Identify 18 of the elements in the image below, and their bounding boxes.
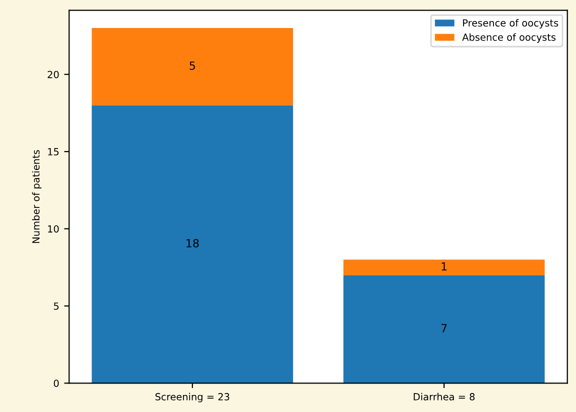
y-tick-label: 10: [48, 225, 59, 233]
y-axis-title: Number of patients: [32, 150, 42, 243]
data-label: 18: [186, 239, 199, 248]
y-tick-label: 5: [54, 302, 59, 310]
y-tick-label: 0: [54, 380, 59, 387]
x-tick-label: Screening = 23: [155, 392, 230, 402]
bar: [343, 275, 545, 384]
bar: [92, 28, 294, 106]
data-label: 1: [442, 262, 447, 270]
bar: [92, 105, 294, 384]
legend-label: Presence of oocysts: [463, 19, 558, 28]
bar: [343, 260, 545, 276]
y-tick-label: 15: [48, 148, 59, 156]
data-label: 7: [441, 324, 447, 332]
legend-label: Absence of oocysts: [462, 33, 556, 43]
x-tick-label: Diarrhea = 8: [414, 392, 475, 400]
data-label: 5: [190, 62, 195, 70]
y-tick-label: 20: [48, 70, 59, 78]
